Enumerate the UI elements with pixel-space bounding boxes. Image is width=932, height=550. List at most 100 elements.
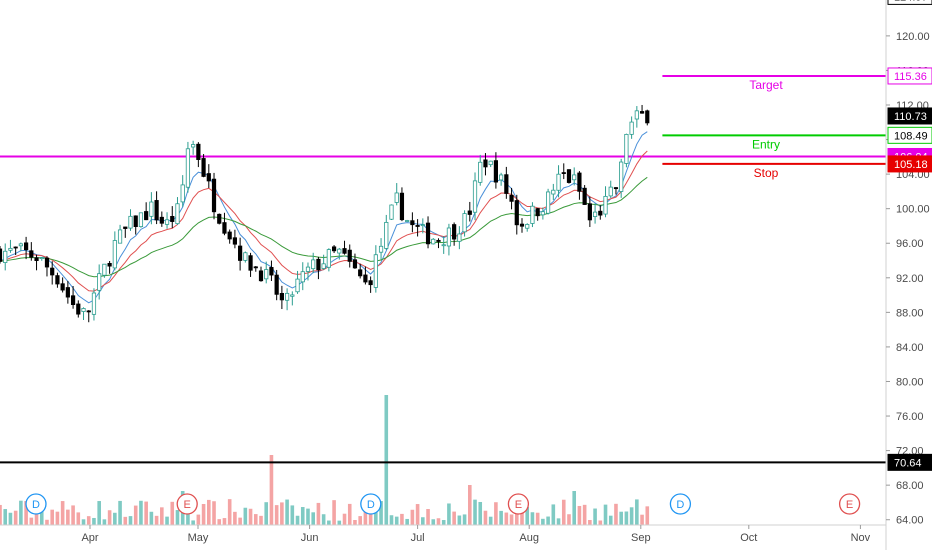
price-tag: 70.64 bbox=[887, 453, 932, 471]
price-tag: 115.36 bbox=[887, 67, 932, 85]
candle bbox=[378, 238, 384, 260]
volume-bar bbox=[154, 515, 159, 525]
candle bbox=[311, 252, 316, 274]
candle-body bbox=[102, 263, 107, 276]
volume-bar bbox=[525, 507, 530, 525]
time-axis: Apr May Jun Jul Aug Sep Oct Nov bbox=[0, 524, 886, 544]
volume-bar bbox=[8, 512, 13, 525]
volume-bar bbox=[384, 395, 389, 525]
candle bbox=[462, 210, 467, 237]
volume-bar bbox=[191, 520, 195, 525]
stop-label: Stop bbox=[754, 166, 779, 180]
volume-bar bbox=[337, 520, 342, 525]
candle-body bbox=[258, 270, 264, 282]
candle-body bbox=[227, 231, 232, 240]
candle-body bbox=[295, 278, 300, 293]
volume-bar bbox=[593, 508, 597, 525]
volume-bar bbox=[238, 517, 242, 525]
candle bbox=[18, 242, 23, 252]
candle bbox=[613, 187, 619, 195]
candle-body bbox=[415, 225, 420, 227]
candle bbox=[206, 164, 211, 189]
candle-body bbox=[525, 224, 530, 229]
candle bbox=[566, 169, 572, 184]
volume-bar bbox=[81, 519, 86, 525]
y-tick-label: 80.00 bbox=[896, 376, 924, 388]
y-tick-label: 92.00 bbox=[896, 273, 924, 285]
candle-body bbox=[462, 213, 467, 233]
event-circle bbox=[507, 493, 530, 515]
volume-bar bbox=[243, 507, 248, 525]
volume-bar bbox=[504, 512, 509, 525]
candle bbox=[352, 253, 358, 269]
candle-body bbox=[60, 283, 65, 291]
volume-bar bbox=[201, 503, 206, 525]
volume-bar bbox=[217, 519, 222, 525]
volume-bar bbox=[640, 514, 644, 525]
candle bbox=[76, 300, 81, 318]
candle-body bbox=[326, 249, 331, 268]
candle bbox=[264, 261, 269, 284]
candle-body bbox=[201, 158, 206, 177]
candle-body bbox=[645, 110, 650, 124]
candle-body bbox=[378, 245, 384, 253]
candle-body bbox=[196, 143, 201, 160]
candle-body bbox=[284, 292, 290, 301]
y-tick-label: 120.00 bbox=[896, 31, 930, 43]
volume-bar bbox=[520, 508, 524, 525]
volume-bar bbox=[603, 504, 608, 525]
volume-bar bbox=[494, 502, 498, 525]
volume-bar bbox=[0, 504, 2, 525]
price-tag-bg bbox=[887, 67, 932, 85]
candle bbox=[436, 238, 441, 249]
volume-bar bbox=[535, 512, 540, 525]
candle-body bbox=[290, 294, 295, 297]
candle-body bbox=[185, 148, 191, 188]
candle bbox=[144, 202, 149, 221]
candle bbox=[3, 243, 8, 271]
candle-body bbox=[128, 215, 133, 229]
candle bbox=[222, 212, 227, 236]
candle bbox=[645, 109, 650, 126]
candle bbox=[415, 219, 420, 237]
volume-bar bbox=[556, 518, 561, 525]
candle-body bbox=[347, 249, 352, 262]
candle-body bbox=[441, 244, 446, 247]
candle-body bbox=[634, 110, 639, 120]
candle-body bbox=[321, 263, 326, 269]
candle-body bbox=[613, 187, 619, 190]
x-tick-label: Oct bbox=[740, 532, 757, 544]
candle-body bbox=[112, 240, 117, 269]
volume-bar bbox=[248, 508, 253, 525]
candle-body bbox=[373, 254, 378, 288]
x-tick-label: Jul bbox=[411, 532, 425, 544]
volume-bar bbox=[608, 515, 613, 525]
volume-bar bbox=[55, 511, 60, 525]
volume-bar bbox=[588, 519, 592, 525]
candle-body bbox=[248, 255, 253, 271]
volume-bar bbox=[374, 502, 378, 525]
candle-body bbox=[76, 303, 81, 315]
candle-body bbox=[107, 262, 112, 267]
candle bbox=[128, 209, 133, 231]
volume-bar bbox=[483, 510, 488, 525]
candle bbox=[117, 224, 123, 244]
x-tick-label: Sep bbox=[631, 532, 651, 544]
volume-bar bbox=[139, 500, 143, 525]
candle bbox=[368, 276, 373, 293]
volume-bar bbox=[97, 501, 101, 525]
candle-body bbox=[551, 189, 556, 195]
candle bbox=[29, 242, 34, 261]
volume-bar bbox=[514, 508, 519, 525]
candle-body bbox=[577, 172, 582, 192]
event-letter: D bbox=[367, 499, 375, 511]
volume-bar bbox=[144, 501, 148, 525]
y-tick-label: 100.00 bbox=[896, 204, 930, 216]
candle bbox=[551, 183, 556, 201]
volume-bar bbox=[207, 499, 211, 525]
candle-body bbox=[29, 250, 34, 258]
candle bbox=[185, 141, 191, 193]
candle bbox=[55, 272, 60, 288]
horizontal-levels: Target Entry Stop bbox=[0, 74, 886, 464]
